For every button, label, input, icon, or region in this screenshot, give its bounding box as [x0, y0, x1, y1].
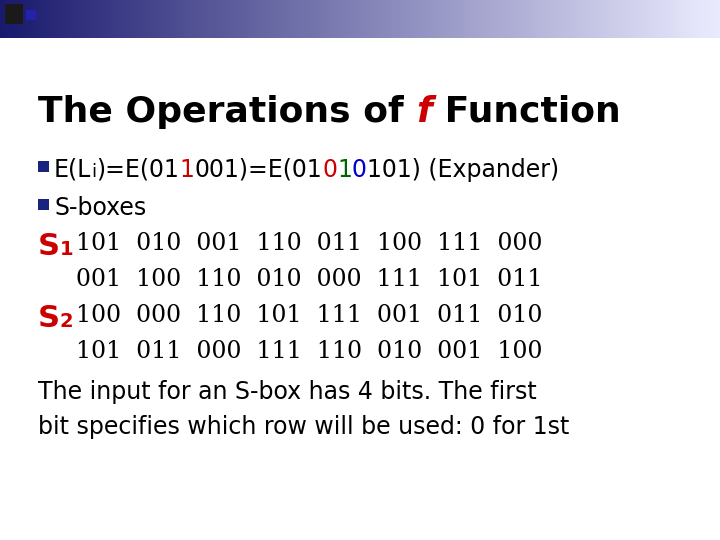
Text: f: f: [416, 95, 432, 129]
Text: 0: 0: [322, 158, 337, 182]
Text: E(L: E(L: [54, 158, 91, 182]
Text: The Operations of: The Operations of: [38, 95, 416, 129]
Text: 1: 1: [179, 158, 194, 182]
Text: 1: 1: [60, 240, 73, 259]
Text: bit specifies which row will be used: 0 for 1st: bit specifies which row will be used: 0 …: [38, 415, 570, 439]
Text: 001  100  110  010  000  111  101  011: 001 100 110 010 000 111 101 011: [76, 268, 542, 291]
Text: 0: 0: [352, 158, 367, 182]
Text: 001)=E(01: 001)=E(01: [194, 158, 322, 182]
Text: i: i: [91, 163, 96, 181]
Text: 101  010  001  110  011  100  111  000: 101 010 001 110 011 100 111 000: [76, 232, 542, 255]
Text: 2: 2: [60, 312, 73, 331]
Text: 100  000  110  101  111  001  011  010: 100 000 110 101 111 001 011 010: [76, 304, 542, 327]
Bar: [38, 161, 49, 172]
Bar: [38, 199, 49, 210]
Bar: [26, 10, 36, 20]
Text: The input for an S-box has 4 bits. The first: The input for an S-box has 4 bits. The f…: [38, 380, 536, 404]
Bar: [5, 4, 23, 24]
Text: Function: Function: [432, 95, 621, 129]
Text: 101  011  000  111  110  010  001  100: 101 011 000 111 110 010 001 100: [76, 340, 542, 363]
Text: )=E(01: )=E(01: [96, 158, 179, 182]
Text: S: S: [38, 304, 60, 333]
Text: S-boxes: S-boxes: [54, 196, 146, 220]
Text: S: S: [38, 232, 60, 261]
Text: 1: 1: [337, 158, 352, 182]
Text: 101) (Expander): 101) (Expander): [367, 158, 559, 182]
